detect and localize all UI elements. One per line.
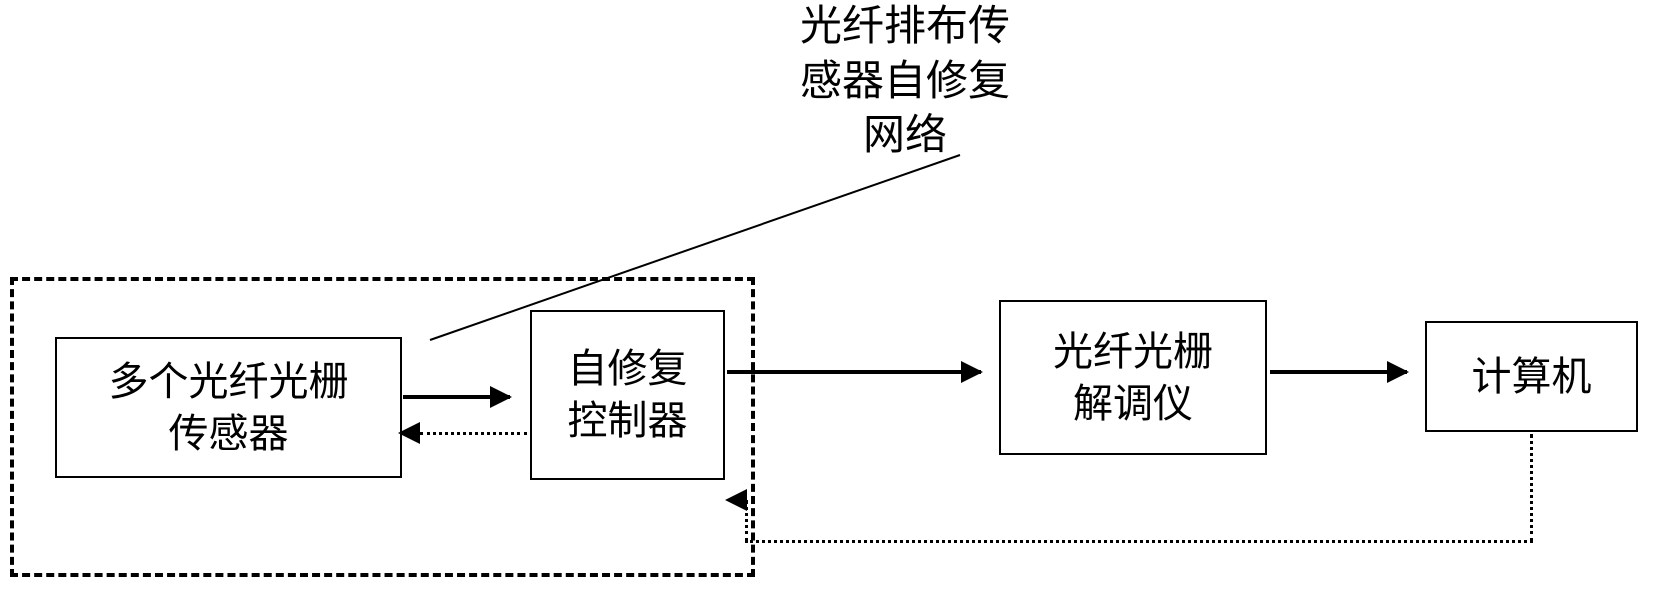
arrow-controller-to-demodulator: [727, 370, 981, 374]
box-controller-line2: 控制器: [568, 395, 688, 447]
arrow-sensors-to-controller: [403, 395, 510, 399]
diagram-root: 光纤排布传 感器自修复 网络 多个光纤光栅 传感器 自修复 控制器 光纤光栅 解…: [0, 0, 1666, 602]
box-demodulator-line2: 解调仪: [1053, 378, 1213, 430]
arrow-demodulator-to-computer: [1270, 370, 1407, 374]
box-sensors-line1: 多个光纤光栅: [109, 356, 349, 408]
box-demodulator: 光纤光栅 解调仪: [999, 300, 1267, 455]
box-demodulator-line1: 光纤光栅: [1053, 326, 1213, 378]
box-sensors: 多个光纤光栅 传感器: [55, 337, 402, 478]
box-computer: 计算机: [1425, 321, 1638, 432]
arrow-controller-to-sensors-head: [398, 422, 420, 444]
feedback-v1: [1530, 434, 1533, 542]
box-controller: 自修复 控制器: [530, 310, 725, 480]
box-computer-text: 计算机: [1472, 351, 1592, 403]
top-label-line1: 光纤排布传: [800, 0, 1010, 55]
top-label-line2: 感器自修复: [800, 55, 1010, 110]
feedback-h: [745, 540, 1533, 543]
box-sensors-line2: 传感器: [109, 408, 349, 460]
feedback-head: [725, 489, 747, 511]
top-label-line3: 网络: [800, 109, 1010, 164]
arrow-controller-to-sensors: [420, 432, 527, 435]
top-label: 光纤排布传 感器自修复 网络: [800, 0, 1010, 164]
box-controller-line1: 自修复: [568, 343, 688, 395]
